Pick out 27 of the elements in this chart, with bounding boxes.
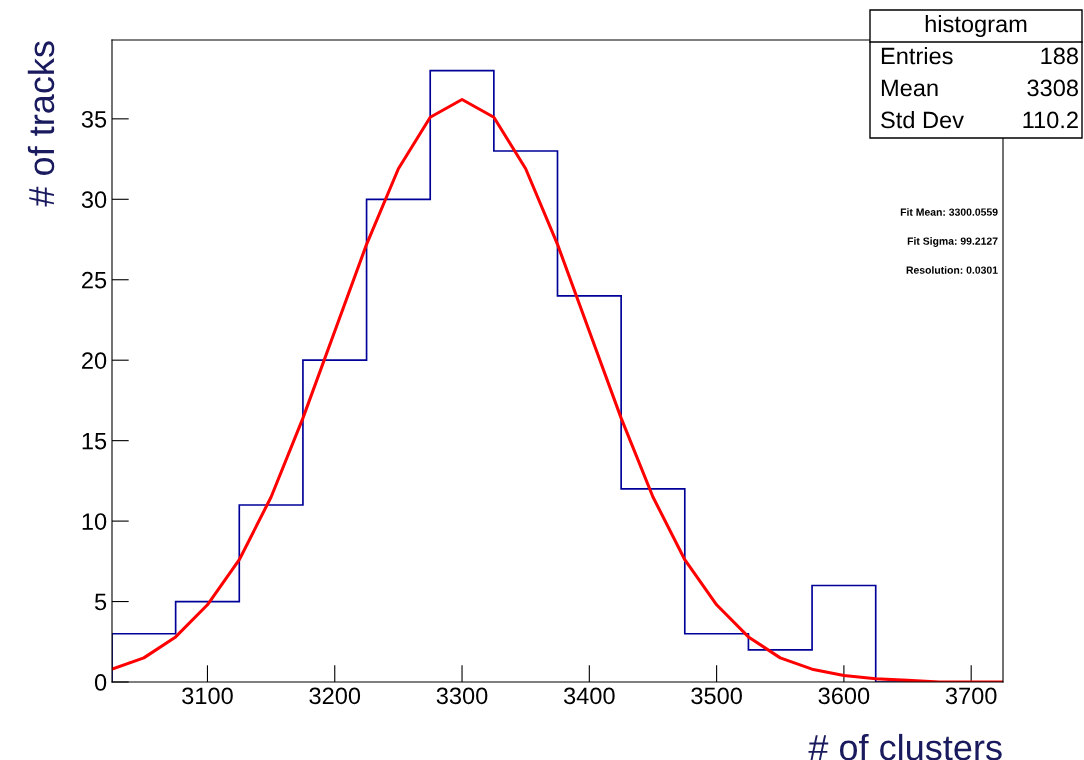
x-tick-label: 3400 bbox=[563, 687, 615, 705]
x-tick-label: 3500 bbox=[691, 687, 742, 705]
x-tick-label: 3200 bbox=[309, 687, 361, 705]
x-tick-label: 3300 bbox=[436, 687, 488, 705]
annotation: Mean bbox=[881, 79, 938, 97]
text: 110.2 bbox=[1023, 111, 1078, 129]
y-tick-label: 35 bbox=[81, 110, 107, 128]
annotation: Fit Mean: 3300.0559 bbox=[900, 208, 998, 216]
text: histogram bbox=[925, 15, 1027, 37]
annotation: Std Dev bbox=[881, 111, 964, 129]
annotation: Resolution: 0.0301 bbox=[906, 266, 998, 274]
text: 188 bbox=[1041, 47, 1078, 65]
annotation: Entries bbox=[881, 47, 953, 65]
y-tick-label: 30 bbox=[81, 191, 107, 209]
x-axis-title: # of clusters bbox=[808, 733, 1002, 760]
y-tick-label: 0 bbox=[94, 674, 107, 691]
x-tick-label: 3100 bbox=[182, 687, 233, 705]
annotation: Fit Sigma: 99.2127 bbox=[907, 237, 998, 247]
y-tick-label: 15 bbox=[82, 432, 107, 450]
x-tick-label: 3600 bbox=[818, 687, 870, 705]
y-tick-label: 25 bbox=[82, 271, 107, 289]
y-tick-label: 5 bbox=[94, 593, 107, 611]
y-tick-label: 20 bbox=[82, 352, 107, 369]
y-tick-label: 10 bbox=[82, 513, 107, 530]
text: 3308 bbox=[1027, 79, 1078, 97]
x-tick-label: 3700 bbox=[945, 687, 997, 705]
y-axis-title: # of tracks bbox=[27, 41, 55, 207]
